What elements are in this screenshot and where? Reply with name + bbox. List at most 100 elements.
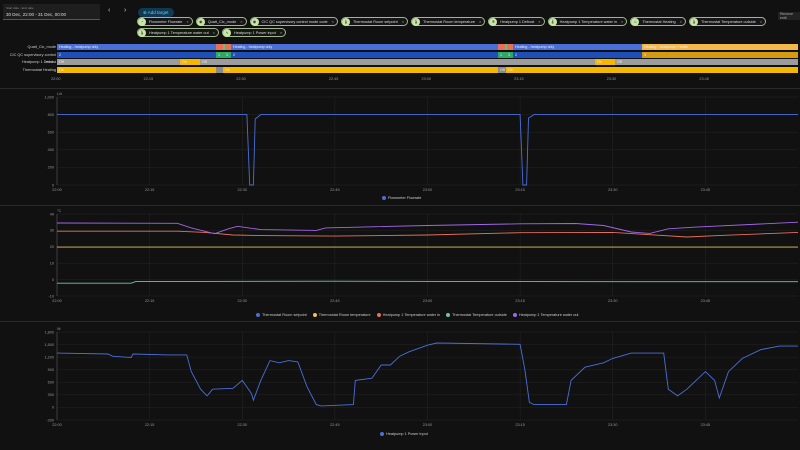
legend-item[interactable]: Thermostat Temperature outside — [446, 313, 507, 317]
target-chip-list: ◔ Flowmeter Flowrate × ◉ Quatt_Cic_mode × ◉ CIC… — [137, 17, 797, 37]
timeline-segment[interactable] — [223, 44, 225, 50]
x-tick: 22:15 — [145, 423, 155, 427]
timeline-segment[interactable] — [505, 44, 507, 50]
timeline-segment[interactable]: 5 — [642, 51, 798, 58]
target-chip[interactable]: 🌡 Thermostat Room temperature × — [411, 17, 486, 26]
timeline-segment[interactable]: Heating - heatpump only — [513, 44, 642, 50]
timeline-segment[interactable]: On — [180, 59, 200, 66]
timeline-segment[interactable]: Off — [200, 59, 595, 66]
y-unit-label: °C — [57, 209, 62, 213]
close-icon[interactable]: × — [186, 19, 189, 24]
close-icon[interactable]: × — [679, 19, 682, 24]
chip-label: Thermostat Room temperature — [423, 19, 475, 24]
timeline-segment[interactable]: 2 — [513, 51, 642, 58]
timeline-segment[interactable]: Off — [498, 67, 506, 74]
target-chip[interactable]: 🌡 Thermostat Room setpoint × — [340, 17, 409, 26]
legend-label: Thermostat Room temperature — [318, 313, 371, 317]
timeline-segment[interactable]: Heating - heatpump + boiler — [642, 44, 798, 50]
x-tick: 23:15 — [515, 299, 525, 303]
legend-dot-icon — [312, 313, 317, 317]
close-icon[interactable]: × — [538, 19, 541, 24]
y-tick: 200 — [48, 166, 54, 170]
thermometer-icon: 🌡 — [548, 17, 557, 26]
legend-item[interactable]: Thermostat Room temperature — [312, 313, 371, 317]
timeline-segment[interactable] — [216, 67, 223, 74]
timeline-segment[interactable]: Heating - heatpump only — [57, 44, 216, 50]
timeline-segment[interactable] — [216, 44, 223, 50]
close-icon[interactable]: × — [620, 19, 624, 24]
y-tick: 1,500 — [44, 343, 54, 347]
close-icon[interactable]: × — [759, 19, 763, 24]
legend-item[interactable]: Flowmeter Flowrate — [382, 196, 421, 200]
x-tick: 23:00 — [423, 423, 433, 427]
temperature-chart: °C 40 30 20 10 0 -10 22:00 22:15 22:30 22:45 23:00 2… — [0, 205, 800, 321]
date-range-label: Start date - End date — [6, 6, 34, 10]
timeline-row: Quatt_Cic_mode Heating - heatpump only Hea… — [0, 44, 800, 51]
series-line — [56, 221, 799, 235]
y-tick: 0 — [52, 278, 54, 282]
close-icon[interactable]: × — [331, 19, 334, 24]
timeline-segment[interactable]: 2 — [231, 51, 498, 58]
y-unit-label: L/h — [57, 92, 62, 96]
y-tick: 600 — [48, 131, 54, 135]
timeline-row-label: Heatpump 1 Defrost — [22, 60, 56, 65]
close-icon[interactable]: × — [279, 30, 283, 35]
date-range-picker[interactable]: Start date - End date 30 Dec, 22:00 - 31… — [3, 4, 100, 20]
x-tick: 23:00 — [423, 188, 433, 192]
close-icon[interactable]: × — [401, 19, 405, 24]
legend-dot-icon — [376, 313, 381, 317]
timeline-segment[interactable]: Off — [57, 59, 180, 66]
next-period-button[interactable]: › — [124, 7, 127, 14]
timeline-row: Heatpump 1 Defrost Off On Off On Off — [0, 59, 800, 66]
y-tick: 1,000 — [44, 95, 54, 99]
timeline-segment[interactable]: 1 — [216, 51, 224, 58]
timeline-segment[interactable]: On — [223, 67, 498, 74]
flowrate-chart: L/h 1,000 800 600 400 200 0 22:00 22:15 22:30 22:4… — [0, 88, 800, 205]
timeline-segment[interactable]: On — [57, 67, 216, 74]
timeline-segment[interactable] — [498, 44, 505, 50]
y-tick: 10 — [50, 262, 54, 266]
legend-item[interactable]: Thermostat Room setpoint — [256, 313, 307, 317]
chip-label: Thermostat Room setpoint — [352, 19, 398, 24]
timeline-segment[interactable]: On — [506, 67, 798, 74]
x-tick: 22:00 — [52, 423, 62, 427]
timeline-segment[interactable]: On — [595, 59, 615, 66]
timeline-segment[interactable] — [225, 44, 231, 50]
legend-item[interactable]: Heatpump 1 Temperature water in — [376, 313, 440, 317]
timeline-segment[interactable] — [507, 44, 513, 50]
target-chip[interactable]: ϟ Heatpump 1 Power input × — [222, 28, 287, 37]
legend-label: Thermostat Room setpoint — [262, 313, 307, 317]
previous-period-button[interactable]: ‹ — [108, 7, 111, 14]
timeline-segment[interactable]: Off — [615, 59, 798, 66]
x-tick: 22:15 — [145, 188, 155, 192]
target-chip[interactable]: ◉ Quatt_Cic_mode × — [195, 17, 247, 26]
target-chip[interactable]: ◔ Flowmeter Flowrate × — [137, 17, 193, 26]
y-tick: 1,200 — [44, 355, 54, 359]
timeline-segment[interactable]: 2 — [57, 51, 216, 58]
timeline-segment[interactable]: 3 — [224, 51, 231, 58]
legend-item[interactable]: Heatpump 1 Power input — [380, 432, 428, 436]
legend-item[interactable]: Heatpump 1 Temperature water out — [512, 313, 579, 317]
close-icon[interactable]: × — [240, 19, 243, 24]
close-icon[interactable]: × — [212, 30, 216, 35]
x-tick: 23:45 — [701, 423, 711, 427]
close-icon[interactable]: × — [478, 19, 482, 24]
target-chip[interactable]: 🌡 Thermostat Temperature outside × — [689, 17, 767, 26]
timeline-segment[interactable]: 3 — [506, 51, 513, 58]
target-chip[interactable]: 🌡 Heatpump 1 Temperature water in × — [547, 17, 628, 26]
target-chip[interactable]: ◉ CIC QC supervisory control mode code × — [249, 17, 338, 26]
x-tick: 22:45 — [330, 423, 340, 427]
timeline-row-label: Thermostat Heating — [22, 68, 56, 73]
timeline-segment[interactable]: 1 — [498, 51, 506, 58]
timeline-segment[interactable]: Heating - heatpump only — [231, 44, 498, 50]
target-chip[interactable]: ❄ Heatpump 1 Defrost × — [488, 17, 545, 26]
target-chip[interactable]: ♨ Thermostat Heating × — [630, 17, 686, 26]
y-tick: 1,800 — [44, 330, 54, 334]
x-tick: 22:30 — [237, 299, 247, 303]
target-chip[interactable]: 🌡 Heatpump 1 Temperature water out × — [137, 28, 220, 37]
legend-dot-icon — [380, 432, 384, 436]
add-target-button[interactable]: ⊕ Add target — [138, 8, 174, 17]
eye-icon: ◉ — [196, 17, 205, 26]
remove-all-button[interactable]: Remove entit — [778, 12, 800, 20]
chip-label: CIC QC supervisory control mode code — [261, 19, 328, 24]
